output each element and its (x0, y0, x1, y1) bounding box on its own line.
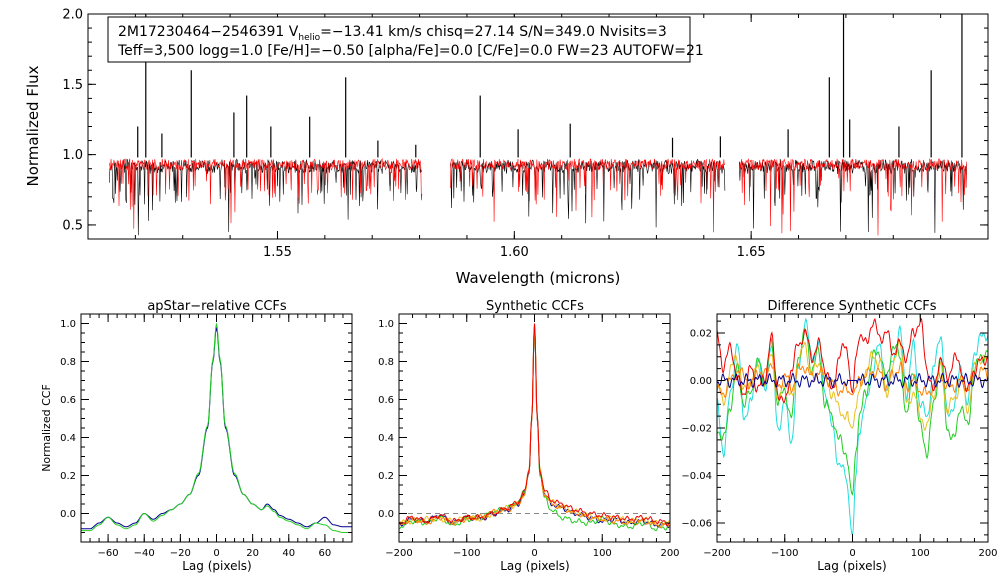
difference-ccf-series-group (716, 317, 989, 537)
y-tick-label: 1.0 (60, 319, 76, 330)
y-tick-label: 0.4 (378, 433, 394, 444)
x-tick-label: 0 (213, 548, 219, 559)
info-box (107, 16, 691, 63)
spectrum-series-observed (109, 158, 967, 236)
difference-ccf-x-axis-label: Lag (pixels) (817, 559, 887, 573)
y-tick-label: 0.8 (60, 357, 76, 368)
y-tick-label: 0.6 (60, 395, 76, 406)
spectrum-series-model (109, 157, 967, 236)
info-line-1-suffix: =−13.41 km/s chisq=27.14 S/N=349.0 Nvisi… (320, 24, 667, 40)
synthetic-ccf-axis-ticks: −200 −100 0 100 200 0.0 0.2 0.4 0.6 0.8 1.0 (378, 313, 680, 559)
apstar-series-visit-1 (81, 327, 352, 530)
difference-series-red (716, 317, 989, 404)
x-tick-label: 1.60 (500, 245, 529, 260)
y-tick-label: 0.6 (378, 395, 394, 406)
info-line-1: 2M17230464−2546391 Vhelio=−13.41 km/s ch… (118, 24, 667, 43)
spectrum-series-group (109, 14, 967, 236)
x-tick-label: −60 (98, 548, 119, 559)
info-line-1-prefix: 2M17230464−2546391 V (118, 24, 299, 40)
synthetic-series-orange (398, 323, 671, 529)
difference-series-navy (716, 372, 989, 389)
x-tick-label: −40 (134, 548, 155, 559)
x-tick-label: 200 (978, 548, 997, 559)
x-tick-label: 100 (911, 548, 930, 559)
synthetic-series-navy (398, 327, 671, 529)
synthetic-ccf-frame (398, 313, 671, 543)
x-tick-label: 60 (319, 548, 332, 559)
spectrum-axis-ticks: 1.55 1.60 1.65 0.5 1.0 1.5 2.0 (62, 8, 989, 260)
apstar-ccf-axis-ticks: −60 −40 −20 0 20 40 60 0.0 0.2 0.4 0.6 0.8 1.0 (60, 313, 353, 559)
info-line-1-subscript: helio (298, 33, 320, 43)
y-tick-label: 0.0 (378, 509, 394, 520)
x-tick-label: 0 (849, 548, 855, 559)
y-tick-label: 1.0 (378, 319, 394, 330)
difference-ccf-title: Difference Synthetic CCFs (767, 299, 936, 314)
apstar-ccf-title: apStar−relative CCFs (147, 299, 287, 314)
difference-ccf-axis-ticks: −200 −100 0 100 200 −0.06 −0.04 −0.02 0.00 0.02 (681, 314, 998, 559)
y-tick-label: −0.02 (681, 424, 712, 435)
y-tick-label: 1.0 (62, 148, 83, 163)
synthetic-series-yellow (398, 325, 671, 527)
x-tick-label: 100 (593, 548, 612, 559)
y-tick-label: −0.04 (681, 471, 712, 482)
apstar-ccf-series-group (81, 323, 352, 533)
synthetic-ccf-panel: Synthetic CCFs −200 −100 0 100 200 0.0 0.2 0.4 0… (378, 299, 679, 573)
synthetic-ccf-title: Synthetic CCFs (486, 299, 584, 314)
spectrum-x-axis-label: Wavelength (microns) (456, 269, 621, 287)
y-tick-label: −0.06 (681, 519, 712, 530)
apstar-series-visit-2 (81, 323, 352, 533)
x-tick-label: 1.55 (263, 245, 292, 260)
y-tick-label: 0.02 (690, 329, 712, 340)
difference-series-yellow (716, 338, 989, 432)
x-tick-label: 20 (246, 548, 259, 559)
x-tick-label: −20 (170, 548, 191, 559)
synthetic-ccf-x-axis-label: Lag (pixels) (500, 559, 570, 573)
y-tick-label: 0.2 (60, 471, 76, 482)
x-tick-label: −100 (771, 548, 798, 559)
difference-series-orange (716, 361, 989, 399)
synthetic-series-red (398, 323, 670, 527)
y-tick-label: 0.8 (378, 357, 394, 368)
apstar-ccf-y-axis-label: Normalized CCF (40, 384, 53, 472)
apstar-ccf-panel: apStar−relative CCFs −60 −40 −20 0 20 40 60 0.0… (40, 299, 353, 573)
x-tick-label: −200 (385, 548, 412, 559)
x-tick-label: 40 (282, 548, 295, 559)
info-line-2: Teff=3,500 logg=1.0 [Fe/H]=−0.50 [alpha/… (117, 43, 704, 59)
y-tick-label: 0.5 (62, 218, 83, 233)
y-tick-label: 1.5 (62, 78, 83, 93)
y-tick-label: 0.4 (60, 433, 76, 444)
y-tick-label: 0.0 (60, 509, 76, 520)
y-tick-label: 0.2 (378, 471, 394, 482)
x-tick-label: −200 (703, 548, 730, 559)
x-tick-label: 200 (660, 548, 679, 559)
apstar-ccf-x-axis-label: Lag (pixels) (182, 559, 252, 573)
x-tick-label: 0 (531, 548, 537, 559)
spectrum-panel: 1.55 1.60 1.65 0.5 1.0 1.5 2.0 Normalized Flux… (24, 8, 989, 287)
spectrum-y-axis-label: Normalized Flux (24, 65, 42, 186)
apstar-ccf-frame (80, 313, 353, 543)
synthetic-ccf-series-group (398, 323, 671, 532)
x-tick-label: −100 (453, 548, 480, 559)
y-tick-label: 2.0 (62, 8, 83, 23)
synthetic-series-green (398, 325, 671, 532)
y-tick-label: 0.00 (690, 376, 712, 387)
difference-ccf-panel: Difference Synthetic CCFs −200 −100 0 100 20… (681, 299, 997, 573)
x-tick-label: 1.65 (737, 245, 766, 260)
